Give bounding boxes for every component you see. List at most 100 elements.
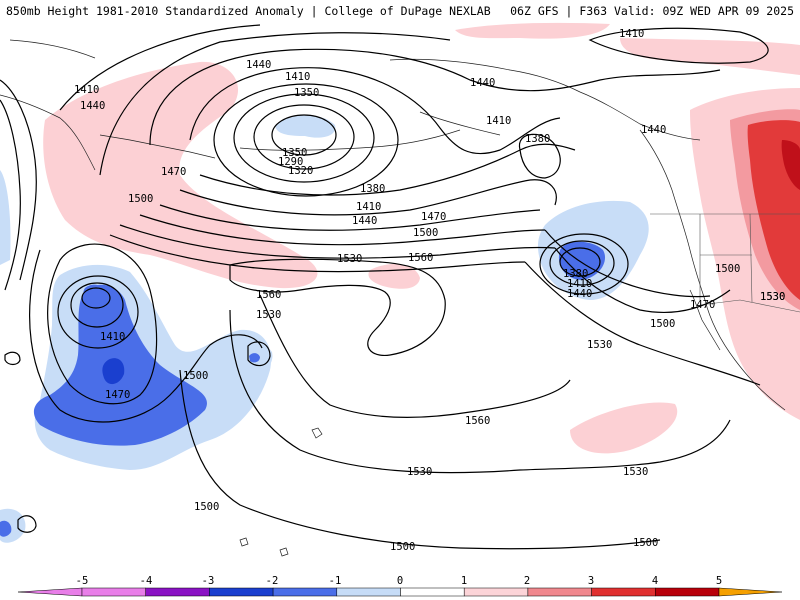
border-us-mexico <box>699 299 800 313</box>
contour-aleutian-1380 <box>213 83 399 197</box>
clabel-4: 1350 <box>294 87 319 99</box>
contour-aleutian-1320 <box>253 104 355 170</box>
clabel-5: 1350 <box>282 147 307 159</box>
contour-small-loop-3 <box>247 341 271 367</box>
contour-1410-far-north <box>588 27 769 64</box>
neg-anomaly-small-south-core <box>0 520 12 537</box>
clabel-30: 1560 <box>256 289 281 301</box>
clabel-40: 1530 <box>760 291 785 303</box>
contour-1500-east <box>554 247 731 314</box>
legend-tick-pos3: 3 <box>588 575 594 587</box>
anomaly-color-legend: -5 -4 -3 -2 -1 0 1 2 3 4 5 <box>17 575 783 597</box>
contour-1380-north-loop <box>518 133 561 179</box>
contour-1470-east <box>544 229 711 298</box>
legend-tick-zero: 0 <box>397 575 403 587</box>
clabel-18: 1560 <box>408 252 433 264</box>
clabel-6: 1320 <box>288 165 313 177</box>
contour-1530-east <box>524 261 761 386</box>
contour-small-loop-1 <box>4 351 21 366</box>
clabel-16: 1500 <box>413 227 438 239</box>
clabel-3: 1410 <box>285 71 310 83</box>
contour-west-edge-1 <box>0 79 37 281</box>
pos-anomaly-north-pacific <box>455 22 610 39</box>
contour-1560-south <box>259 294 571 418</box>
map-panel: 1410 1440 1440 1410 1350 1350 1320 1290 … <box>0 22 800 557</box>
clabel-38: 1500 <box>633 537 658 549</box>
contour-1410-north <box>189 67 561 155</box>
contour-calif-1410 <box>549 240 615 286</box>
contour-1500-zonal <box>119 224 556 259</box>
legend-tick-pos4: 4 <box>652 575 658 587</box>
clabel-31: 1530 <box>407 466 432 478</box>
anomaly-shading <box>0 22 800 543</box>
contour-1560-high <box>229 258 446 357</box>
border-states <box>699 213 753 303</box>
clabel-41: 1500 <box>715 263 740 275</box>
legend-segment-neg4-to-neg3 <box>145 587 210 597</box>
contour-1380-zonal <box>199 143 576 196</box>
height-contours <box>0 24 769 550</box>
clabel-25: 1410 <box>100 331 125 343</box>
legend-segment-pos1-to-pos2 <box>463 587 529 597</box>
clabel-20: 1380 <box>525 133 550 145</box>
legend-tick-pos1: 1 <box>461 575 467 587</box>
legend-color-bar <box>17 587 783 597</box>
clabel-32: 1530 <box>623 466 648 478</box>
clabel-8: 1410 <box>486 115 511 127</box>
clabel-1: 1440 <box>80 100 105 112</box>
clabel-7: 1290 <box>278 156 303 168</box>
legend-tick-labels: -5 -4 -3 -2 -1 0 1 2 3 4 5 <box>76 575 722 587</box>
clabel-13: 1410 <box>356 201 381 213</box>
contour-small-loop-2 <box>17 515 37 533</box>
contour-aleutian-1350 <box>233 93 375 183</box>
contour-wp-1500 <box>28 249 263 423</box>
clabel-34: 1560 <box>465 415 490 427</box>
contour-calif-1380 <box>559 247 601 277</box>
clabel-17: 1530 <box>337 253 362 265</box>
pos-anomaly-southeast-pacific <box>570 402 678 454</box>
clabel-27: 1500 <box>183 370 208 382</box>
clabel-26: 1470 <box>105 389 130 401</box>
clabel-21: 1380 <box>563 268 588 280</box>
contour-1470-north <box>99 32 451 176</box>
clabel-9: 1440 <box>470 77 495 89</box>
clabel-0: 1410 <box>74 84 99 96</box>
neg-anomaly-west-pacific-core <box>102 358 125 385</box>
legend-tick-pos2: 2 <box>524 575 530 587</box>
clabel-23: 1440 <box>567 288 592 300</box>
contour-1410-zonal <box>179 179 557 216</box>
contour-west-edge-2 <box>0 99 21 291</box>
legend-segment-neg2-to-neg1 <box>272 587 338 597</box>
legend-segment-neg5-to-neg4 <box>81 587 146 597</box>
contour-wp-1440 <box>57 275 139 349</box>
contour-wp-1410 <box>70 282 124 328</box>
pos-anomaly-gulf-of-alaska <box>43 61 318 289</box>
neg-anomaly-aleutian-low <box>275 115 336 138</box>
clabel-35: 1530 <box>760 291 785 303</box>
clabel-36: 1500 <box>650 318 675 330</box>
clabel-24: 1440 <box>641 124 666 136</box>
pos-anomaly-northeast <box>620 38 800 75</box>
legend-segment-neg3-to-neg2 <box>209 587 274 597</box>
contour-wp-1470 <box>47 243 158 405</box>
contour-1500-north <box>59 24 261 111</box>
legend-segment-pos4-to-pos5 <box>655 587 720 597</box>
clabel-15: 1470 <box>421 211 446 223</box>
clabel-33: 1530 <box>587 339 612 351</box>
map-header: 850mb Height 1981-2010 Standardized Anom… <box>0 0 800 22</box>
neg-anomaly-small-circle-core <box>249 353 260 363</box>
coast-hawaii <box>311 427 323 439</box>
coast-alaska <box>239 58 701 151</box>
clabel-11: 1500 <box>128 193 153 205</box>
clabel-19: 1410 <box>619 28 644 40</box>
contour-1530-zonal <box>109 234 526 273</box>
coast-baja <box>689 289 721 351</box>
contour-1440-zonal <box>159 204 541 231</box>
clabel-28: 1500 <box>194 501 219 513</box>
coastlines <box>0 39 800 557</box>
coast-aleutians <box>99 134 216 159</box>
clabel-37: 1500 <box>390 541 415 553</box>
contour-1500-south <box>179 369 661 550</box>
legend-tick-neg2: -2 <box>266 575 279 587</box>
clabel-14: 1440 <box>352 215 377 227</box>
